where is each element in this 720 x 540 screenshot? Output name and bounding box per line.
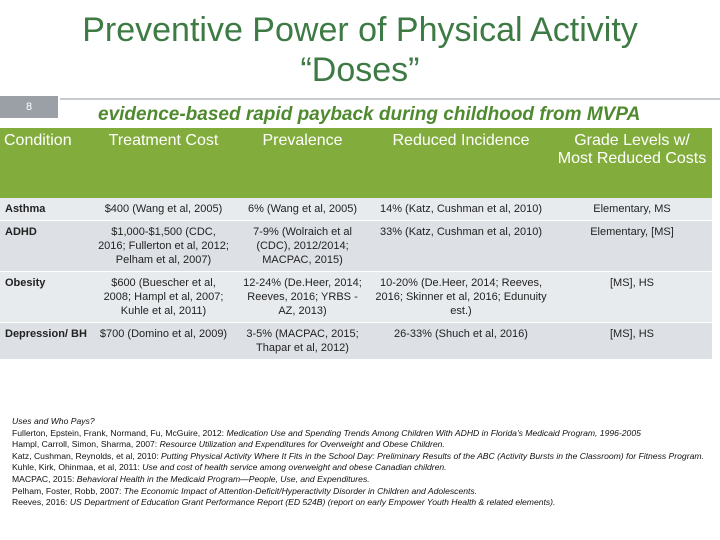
table-cell: 26-33% (Shuch et al, 2016) — [370, 322, 552, 360]
table-cell: 7-9% (Wolraich et al (CDC), 2012/2014; M… — [235, 220, 370, 272]
table-cell: $1,000-$1,500 (CDC, 2016; Fullerton et a… — [92, 220, 235, 272]
subtitle: evidence-based rapid payback during chil… — [98, 104, 641, 125]
table-cell: [MS], HS — [552, 322, 712, 360]
row-label: Obesity — [0, 271, 92, 323]
reference: Kuhle, Kirk, Ohinmaa, et al, 2011: Use a… — [12, 462, 712, 474]
reference-title: Resource Utilization and Expenditures fo… — [159, 439, 445, 450]
reference: Hampl, Carroll, Simon, Sharma, 2007: Res… — [12, 439, 712, 451]
table-cell: 33% (Katz, Cushman et al, 2010) — [370, 220, 552, 272]
reference-authors: Hampl, Carroll, Simon, Sharma, 2007: — [12, 439, 160, 450]
reference-authors: Katz, Cushman, Reynolds, et al, 2010: — [12, 450, 162, 461]
table-cell: 6% (Wang et al, 2005) — [235, 198, 370, 221]
column-header: Reduced Incidence — [370, 128, 552, 198]
reference: Katz, Cushman, Reynolds, et al, 2010: Pu… — [12, 451, 712, 463]
table: Condition Treatment Cost Prevalence Reduced… — [0, 128, 712, 360]
table-row: ADHD $1,000-$1,500 (CDC, 2016; Fullerton … — [0, 220, 712, 272]
table-cell: 12-24% (De.Heer, 2014; Reeves, 2016; YRB… — [235, 271, 370, 323]
row-label: Depression/ BH — [0, 322, 92, 360]
table-cell: $600 (Buescher et al, 2008; Hampl et al,… — [92, 271, 235, 323]
reference: Uses and Who Pays? — [12, 416, 712, 428]
table-cell: 3-5% (MACPAC, 2015; Thapar et al, 2012) — [235, 322, 370, 360]
table-cell: [MS], HS — [552, 271, 712, 323]
column-header: Grade Levels w/ Most Reduced Costs — [552, 128, 712, 198]
reference-authors: Reeves, 2016: — [12, 497, 70, 508]
table-cell: $700 (Domino et al, 2009) — [92, 322, 235, 360]
reference: Reeves, 2016: US Department of Education… — [12, 497, 712, 509]
table-cell: 10-20% (De.Heer, 2014; Reeves, 2016; Ski… — [370, 271, 552, 323]
table-cell: Elementary, [MS] — [552, 220, 712, 272]
table-row: Asthma $400 (Wang et al, 2005) 6% (Wang et… — [0, 198, 712, 221]
row-label: ADHD — [0, 220, 92, 272]
table-row: Obesity $600 (Buescher et al, 2008; Hampl… — [0, 271, 712, 323]
column-header: Condition — [0, 128, 92, 198]
reference-title: Behavioral Health in the Medicaid Progra… — [76, 473, 370, 484]
table-cell: $400 (Wang et al, 2005) — [92, 198, 235, 221]
reference-title: Use and cost of health service among ove… — [142, 462, 447, 473]
row-label: Asthma — [0, 198, 92, 221]
header-row: Condition Treatment Cost Prevalence Reduced… — [0, 128, 712, 198]
table-body: Asthma $400 (Wang et al, 2005) 6% (Wang et… — [0, 198, 712, 360]
column-header: Prevalence — [235, 128, 370, 198]
title-line: Preventive Power of Physical Activity — [82, 11, 638, 49]
reference: MACPAC, 2015: Behavioral Health in the M… — [12, 474, 712, 486]
table-cell: Elementary, MS — [552, 198, 712, 221]
reference-title: Medication Use and Spending Trends Among… — [226, 427, 641, 438]
references: Uses and Who Pays? Fullerton, Epstein, Fr… — [12, 416, 712, 509]
title: Preventive Power of Physical Activity “D… — [0, 10, 720, 90]
reference-title: Putting Physical Activity Where It Fits … — [161, 450, 704, 461]
reference-title: US Department of Education Grant Perform… — [69, 497, 556, 508]
divider — [60, 98, 720, 100]
reference-authors: Pelham, Foster, Robb, 2007: — [12, 485, 124, 496]
reference-authors: Fullerton, Epstein, Frank, Normand, Fu, … — [12, 427, 227, 438]
column-header: Treatment Cost — [92, 128, 235, 198]
reference-title: The Economic Impact of Attention-Deficit… — [123, 485, 478, 496]
title-line: “Doses” — [300, 51, 420, 89]
reference-authors: Kuhle, Kirk, Ohinmaa, et al, 2011: — [12, 462, 143, 473]
reference: Fullerton, Epstein, Frank, Normand, Fu, … — [12, 428, 712, 440]
table-row: Depression/ BH $700 (Domino et al, 2009) 3… — [0, 322, 712, 360]
reference: Pelham, Foster, Robb, 2007: The Economic… — [12, 486, 712, 498]
reference-title: Uses and Who Pays? — [12, 416, 95, 426]
table-cell: 14% (Katz, Cushman et al, 2010) — [370, 198, 552, 221]
reference-authors: MACPAC, 2015: — [12, 473, 77, 484]
slide-number: 8 — [0, 96, 58, 118]
